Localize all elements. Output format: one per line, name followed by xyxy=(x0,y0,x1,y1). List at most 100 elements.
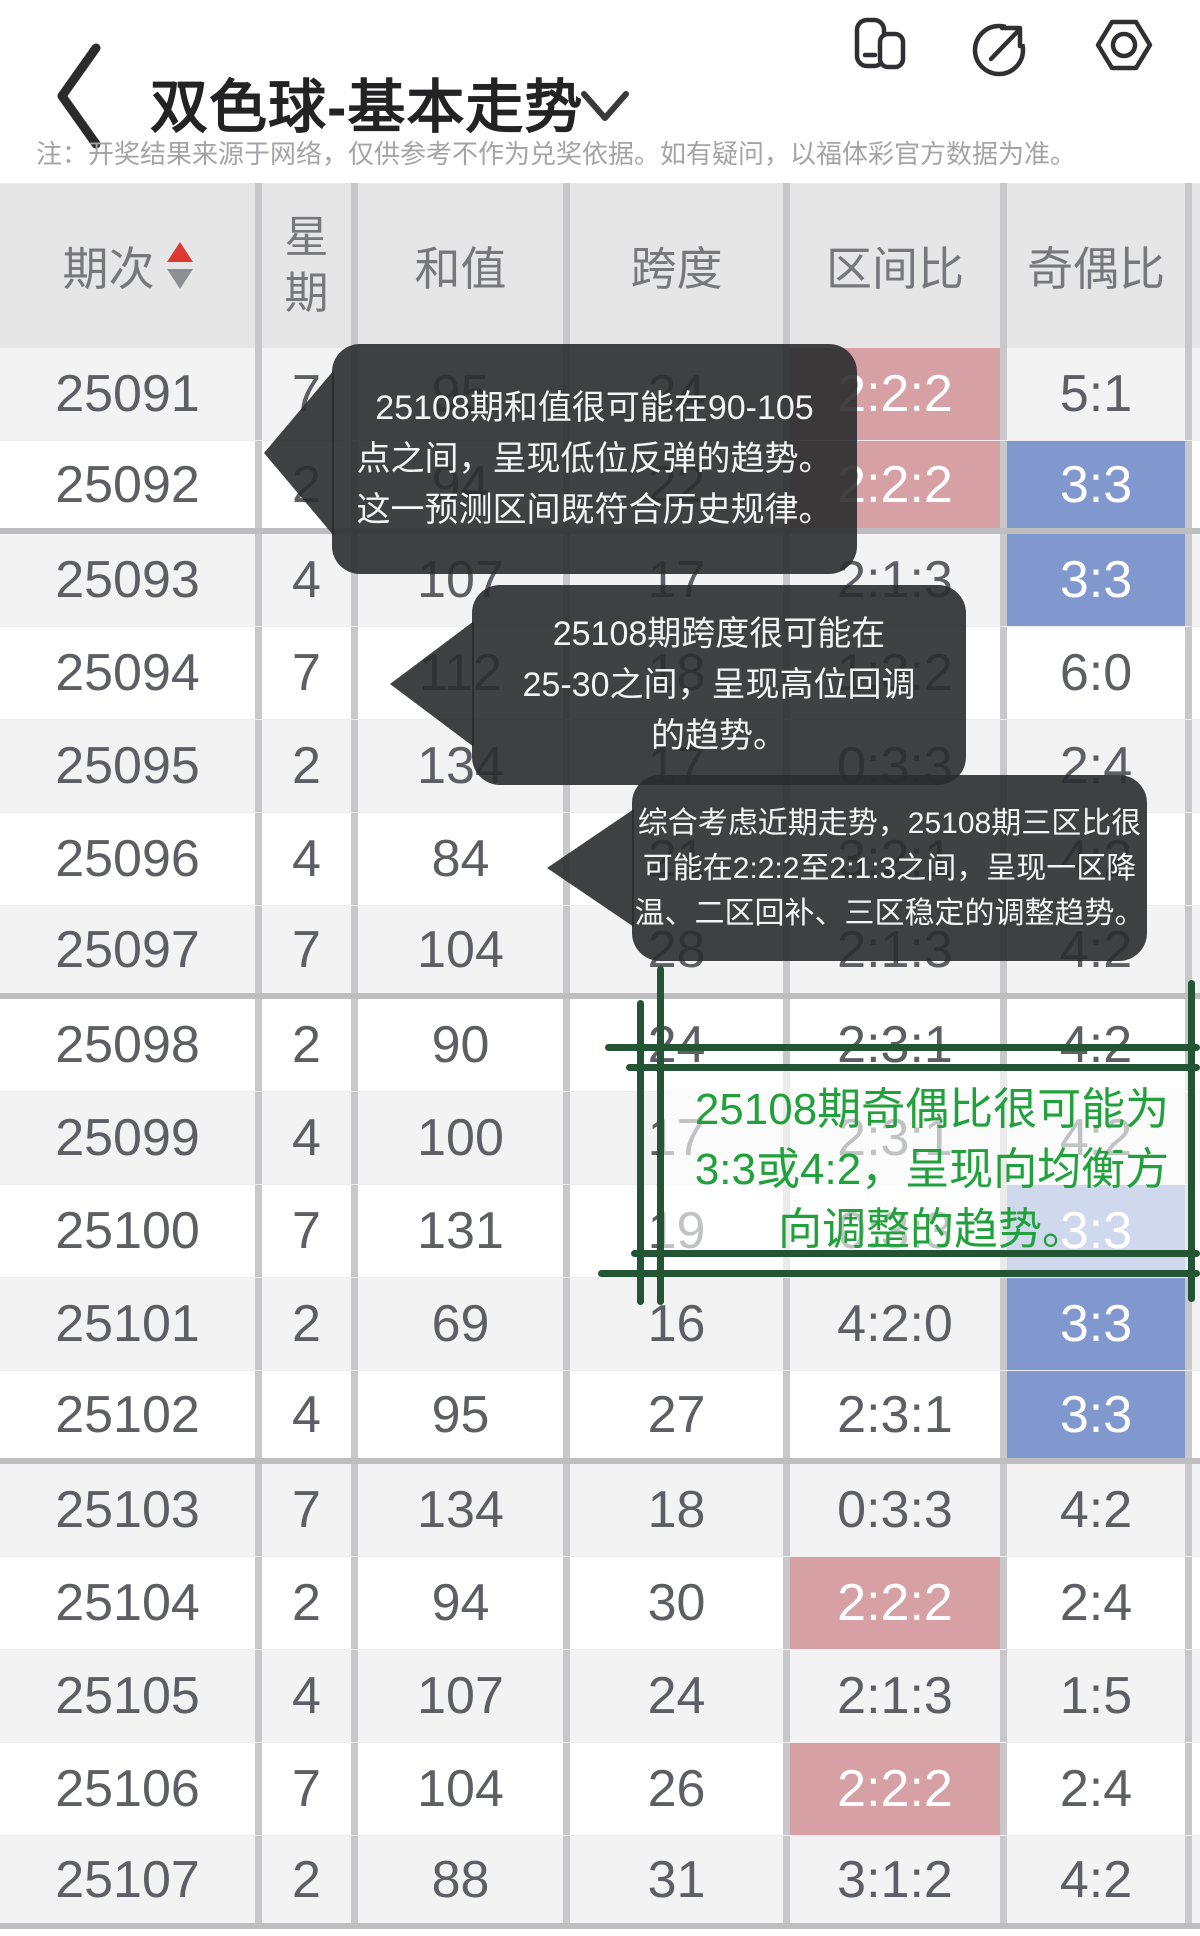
sort-down-icon xyxy=(166,269,193,289)
cell-sum: 95 xyxy=(358,1371,570,1458)
cell-sum: 100 xyxy=(358,1092,570,1184)
tooltip-line: 这一预测区间既符合历史规律。 xyxy=(356,490,833,529)
cell-span: 16 xyxy=(570,1278,790,1370)
cell-weekday: 7 xyxy=(262,1743,358,1835)
column-header-weekday[interactable]: 星期 xyxy=(262,183,358,348)
sort-icon[interactable] xyxy=(166,242,193,289)
cell-weekday: 4 xyxy=(262,1650,358,1742)
annotation-line: 向调整的趋势。 xyxy=(778,1205,1086,1254)
cell-zone-ratio: 2:2:2 xyxy=(790,1557,1007,1649)
column-header-sum[interactable]: 和值 xyxy=(358,183,570,348)
cell-odd-even: 3:3 xyxy=(1007,534,1192,626)
cell-zone-ratio: 2:2:2 xyxy=(790,1743,1007,1835)
cell-period: 25091 xyxy=(0,348,262,440)
share-icon[interactable] xyxy=(968,14,1032,78)
column-header-odd-even-label: 奇偶比 xyxy=(1027,242,1165,295)
column-header-zone-ratio-label: 区间比 xyxy=(826,242,964,295)
table-header: 期次 星期 和值 跨度 区间比 奇偶比 xyxy=(0,183,1200,348)
cell-period: 25107 xyxy=(0,1836,262,1923)
cell-sum: 90 xyxy=(358,999,570,1091)
table-row: 25104 2 94 30 2:2:2 2:4 xyxy=(0,1557,1200,1650)
cell-sum: 134 xyxy=(358,1464,570,1556)
cell-weekday: 7 xyxy=(262,627,358,719)
cell-odd-even: 6:0 xyxy=(1007,627,1192,719)
cell-weekday: 2 xyxy=(262,999,358,1091)
annotation-vertical-line xyxy=(657,966,664,1305)
cell-weekday: 2 xyxy=(262,1557,358,1649)
cell-weekday: 7 xyxy=(262,1185,358,1277)
cell-period: 25102 xyxy=(0,1371,262,1458)
tooltip-line: 25108期和值很可能在90-105 xyxy=(375,388,814,427)
odd-even-prediction-annotation: 25108期奇偶比很可能为 3:3或4:2，呈现向均衡方 向调整的趋势。 xyxy=(664,1070,1200,1270)
cell-period: 25099 xyxy=(0,1092,262,1184)
table-row: 25102 4 95 27 2:3:1 3:3 xyxy=(0,1371,1200,1464)
cell-weekday: 4 xyxy=(262,534,358,626)
cell-odd-even: 3:3 xyxy=(1007,1278,1192,1370)
column-header-period[interactable]: 期次 xyxy=(0,183,262,348)
cell-sum: 84 xyxy=(358,813,570,905)
tooltip-line: 25-30之间，呈现高位回调 xyxy=(522,665,916,704)
sum-prediction-tooltip[interactable]: 25108期和值很可能在90-105 点之间，呈现低位反弹的趋势。 这一预测区间… xyxy=(264,344,857,574)
back-button[interactable] xyxy=(52,40,108,152)
annotation-horizontal-line xyxy=(631,1250,1200,1257)
cell-span: 27 xyxy=(570,1371,790,1458)
cell-period: 25096 xyxy=(0,813,262,905)
cell-zone-ratio: 0:3:3 xyxy=(790,1464,1007,1556)
cell-weekday: 7 xyxy=(262,906,358,993)
cell-weekday: 7 xyxy=(262,1464,358,1556)
cell-sum: 107 xyxy=(358,1650,570,1742)
table-row: 25107 2 88 31 3:1:2 4:2 xyxy=(0,1836,1200,1929)
tooltip-line: 温、二区回补、三区稳定的调整趋势。 xyxy=(634,896,1145,930)
cell-sum: 94 xyxy=(358,1557,570,1649)
cell-period: 25095 xyxy=(0,720,262,812)
cell-period: 25105 xyxy=(0,1650,262,1742)
cell-period: 25100 xyxy=(0,1185,262,1277)
cell-weekday: 4 xyxy=(262,813,358,905)
cell-period: 25106 xyxy=(0,1743,262,1835)
cell-weekday: 4 xyxy=(262,1371,358,1458)
cell-odd-even: 2:4 xyxy=(1007,1743,1192,1835)
cell-weekday: 2 xyxy=(262,1836,358,1923)
cell-sum: 104 xyxy=(358,1743,570,1835)
table-row: 25101 2 69 16 4:2:0 3:3 xyxy=(0,1278,1200,1371)
zone-prediction-tooltip[interactable]: 综合考虑近期走势，25108期三区比很 可能在2:2:2至2:1:3之间，呈现一… xyxy=(547,775,1147,961)
tooltip-line: 25108期跨度很可能在 xyxy=(552,614,886,653)
column-header-span[interactable]: 跨度 xyxy=(570,183,790,348)
column-header-span-label: 跨度 xyxy=(630,242,723,295)
annotation-backdrop xyxy=(664,1070,1200,1270)
annotation-horizontal-line xyxy=(598,1270,1200,1277)
cell-zone-ratio: 3:1:2 xyxy=(790,1836,1007,1923)
cell-period: 25098 xyxy=(0,999,262,1091)
cell-sum: 88 xyxy=(358,1836,570,1923)
cell-span: 18 xyxy=(570,1464,790,1556)
cell-zone-ratio: 4:2:0 xyxy=(790,1278,1007,1370)
tooltip-line: 可能在2:2:2至2:1:3之间，呈现一区降 xyxy=(642,851,1137,885)
table-row: 25106 7 104 26 2:2:2 2:4 xyxy=(0,1743,1200,1836)
app-switcher-icon[interactable] xyxy=(850,14,914,78)
annotation-vertical-line xyxy=(637,1000,644,1305)
sort-up-icon xyxy=(166,242,193,262)
annotation-horizontal-line xyxy=(605,1044,1200,1051)
annotation-horizontal-line xyxy=(626,1064,1200,1071)
record-icon[interactable] xyxy=(1092,14,1156,78)
annotation-vertical-line xyxy=(1188,980,1195,1302)
cell-period: 25092 xyxy=(0,441,262,528)
cell-period: 25094 xyxy=(0,627,262,719)
cell-weekday: 2 xyxy=(262,1278,358,1370)
span-prediction-tooltip[interactable]: 25108期跨度很可能在 25-30之间，呈现高位回调 的趋势。 xyxy=(390,585,966,785)
cell-span: 31 xyxy=(570,1836,790,1923)
column-header-odd-even[interactable]: 奇偶比 xyxy=(1007,183,1192,348)
table-row: 25103 7 134 18 0:3:3 4:2 xyxy=(0,1464,1200,1557)
table-row: 25105 4 107 24 2:1:3 1:5 xyxy=(0,1650,1200,1743)
cell-span: 30 xyxy=(570,1557,790,1649)
column-header-zone-ratio[interactable]: 区间比 xyxy=(790,183,1007,348)
cell-odd-even: 5:1 xyxy=(1007,348,1192,440)
column-header-weekday-label: 星期 xyxy=(284,212,329,318)
cell-odd-even: 3:3 xyxy=(1007,1371,1192,1458)
cell-zone-ratio: 2:3:1 xyxy=(790,1371,1007,1458)
disclaimer-text: 注：开奖结果来源于网络，仅供参考不作为兑奖依据。如有疑问，以福体彩官方数据为准。 xyxy=(36,139,1077,169)
tooltip-line: 综合考虑近期走势，25108期三区比很 xyxy=(637,806,1142,840)
chevron-down-icon[interactable] xyxy=(576,86,634,128)
column-header-period-label: 期次 xyxy=(62,242,155,295)
